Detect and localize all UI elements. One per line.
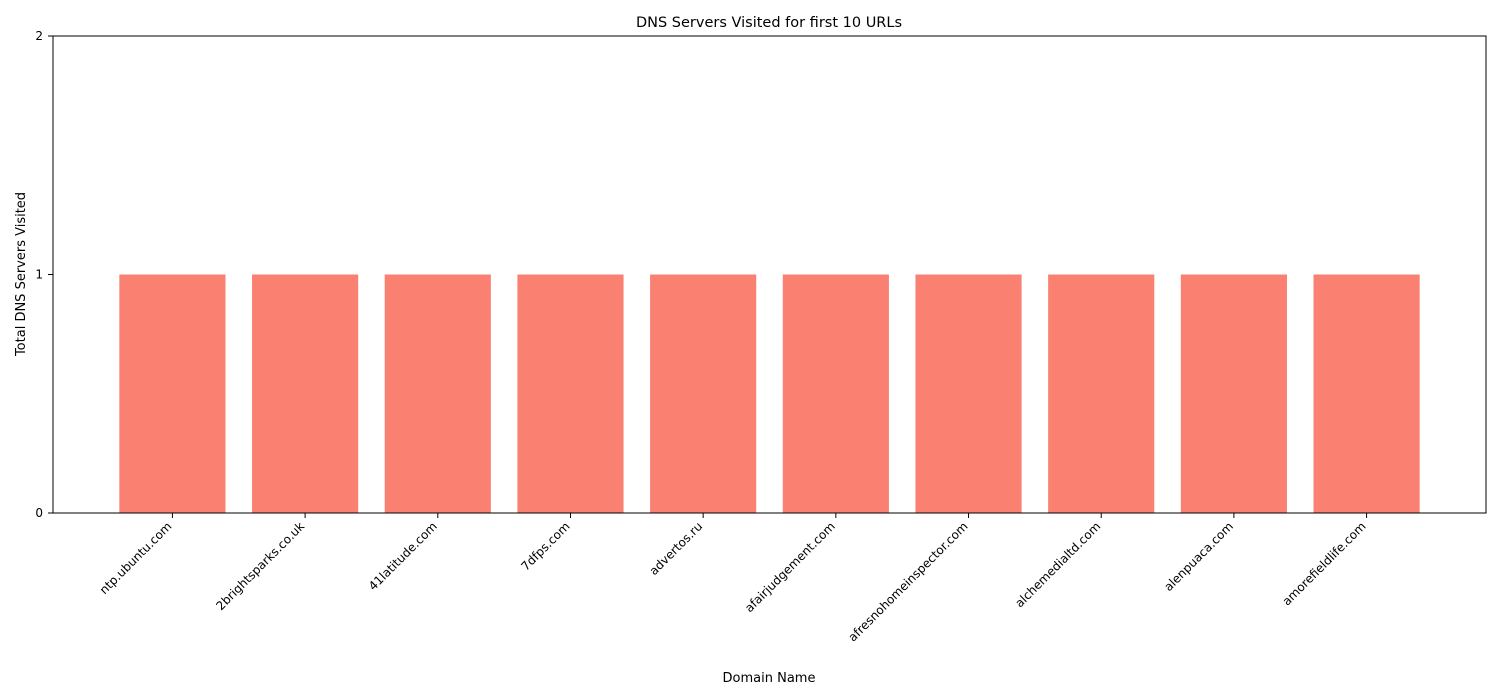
- bar-7: [915, 274, 1022, 513]
- y-axis-ticks: 0 1 2: [35, 29, 53, 520]
- x-axis-label: Domain Name: [723, 671, 816, 686]
- y-tick-label-2: 2: [35, 29, 43, 43]
- bar-6: [782, 274, 889, 513]
- bars-group: [119, 274, 1420, 513]
- bar-8: [1048, 274, 1155, 513]
- bar-5: [650, 274, 757, 513]
- chart-title: DNS Servers Visited for first 10 URLs: [636, 15, 902, 31]
- bar-3: [384, 274, 491, 513]
- y-tick-label-0: 0: [35, 506, 43, 520]
- bar-10: [1313, 274, 1420, 513]
- bar-4: [517, 274, 624, 513]
- y-axis-label: Total DNS Servers Visited: [14, 192, 29, 357]
- y-tick-label-1: 1: [35, 268, 43, 282]
- bar-1: [119, 274, 226, 513]
- bar-9: [1180, 274, 1287, 513]
- bar-2: [252, 274, 359, 513]
